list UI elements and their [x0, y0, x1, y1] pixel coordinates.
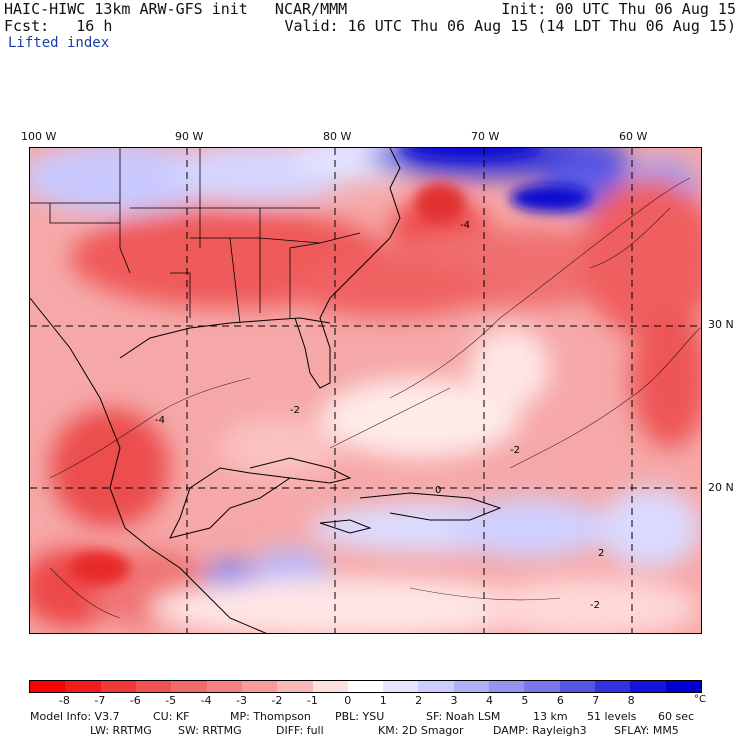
color-scale-tick-label: -8: [58, 694, 70, 707]
color-scale-box: [383, 681, 419, 692]
model-version: Model Info: V3.7: [30, 710, 120, 723]
pbl-scheme: PBL: YSU: [335, 710, 385, 723]
color-scale-box: [30, 681, 66, 692]
color-scale-box: [312, 681, 348, 692]
contours: [49, 177, 701, 619]
color-scale-box: [630, 681, 666, 692]
color-scale-tick-label: 6: [556, 694, 564, 707]
color-scale-box: [171, 681, 207, 692]
microphysics-scheme: MP: Thompson: [230, 710, 311, 723]
color-scale-unit: °C: [694, 694, 706, 705]
color-scale-box: [277, 681, 313, 692]
color-scale-box: [524, 681, 560, 692]
contour-label: -2: [290, 405, 300, 416]
color-scale-tick-label: 1: [379, 694, 387, 707]
contour-label: -4: [460, 220, 470, 231]
color-scale-box: [135, 681, 172, 692]
color-scale-box: [559, 681, 595, 692]
lat-label-30n: 30 N: [708, 318, 734, 331]
color-scale-tick-label: 8: [627, 694, 635, 707]
vertical-levels: 51 levels: [587, 710, 637, 723]
color-scale-tick-label: 0: [344, 694, 352, 707]
color-scale-tick-label: 4: [485, 694, 493, 707]
diffusion-option: DIFF: full: [276, 724, 324, 737]
color-scale-tick-label: -5: [165, 694, 177, 707]
model-info-footer: Model Info: V3.7 CU: KF MP: Thompson PBL…: [30, 710, 710, 738]
color-scale-box: [489, 681, 525, 692]
contour-label: -2: [590, 600, 600, 611]
color-scale-labels: -8 -7 -6 -5 -4 -3 -2 -1 0 1 2 3 4 5 6 7 8: [29, 694, 702, 708]
surface-scheme: SF: Noah LSM: [426, 710, 501, 723]
longwave-scheme: LW: RRTMG: [90, 724, 152, 737]
color-scale-box: [453, 681, 490, 692]
color-scale-tick-label: -3: [236, 694, 247, 707]
color-scale-box: [595, 681, 631, 692]
shortwave-scheme: SW: RRTMG: [178, 724, 242, 737]
color-scale-tick-label: -7: [94, 694, 106, 707]
init-time: Init: 00 UTC Thu 06 Aug 15: [501, 0, 736, 18]
contour-label: 2: [598, 548, 604, 559]
lon-label-70w: 70 W: [471, 130, 500, 143]
forecast-hour: Fcst: 16 h: [4, 17, 113, 35]
damping-option: DAMP: Rayleigh3: [493, 724, 587, 737]
color-scale-tick-label: -6: [129, 694, 141, 707]
color-scale-tick-label: -4: [200, 694, 212, 707]
color-scale-box: [206, 681, 242, 692]
field-shading: [30, 148, 701, 633]
color-scale-box: [241, 681, 278, 692]
lifted-index-map: -4 -4 -2 -2 -2 2 0: [29, 147, 702, 634]
lon-label-100w: 100 W: [21, 130, 57, 143]
contour-label: -4: [155, 415, 165, 426]
surface-layer-scheme: SFLAY: MM5: [614, 724, 679, 737]
lon-label-60w: 60 W: [619, 130, 648, 143]
color-scale-box: [418, 681, 454, 692]
color-scale-tick-label: 5: [521, 694, 529, 707]
map-title: HAIC-HIWC 13km ARW-GFS init NCAR/MMM: [4, 0, 348, 18]
grid-spacing: 13 km: [533, 710, 568, 723]
color-scale-tick-label: -1: [306, 694, 318, 707]
graticule: [30, 148, 701, 633]
time-step: 60 sec: [658, 710, 695, 723]
lat-label-20n: 20 N: [708, 481, 734, 494]
color-scale-bar: [29, 680, 702, 693]
color-scale-box: [65, 681, 101, 692]
map-canvas: -4 -4 -2 -2 -2 2 0: [30, 148, 701, 633]
color-scale-box: [665, 681, 701, 692]
color-scale-tick-label: 3: [450, 694, 458, 707]
contour-label: -2: [510, 445, 520, 456]
color-scale-box: [100, 681, 136, 692]
lon-label-90w: 90 W: [175, 130, 204, 143]
color-scale-tick-label: 7: [592, 694, 600, 707]
km-option: KM: 2D Smagor: [378, 724, 464, 737]
valid-time: Valid: 16 UTC Thu 06 Aug 15 (14 LDT Thu …: [284, 17, 736, 35]
color-scale-box: [347, 681, 384, 692]
state-borders: [30, 148, 361, 324]
contour-label: 0: [435, 485, 441, 496]
color-scale-tick-label: -2: [271, 694, 283, 707]
lon-label-80w: 80 W: [323, 130, 352, 143]
coastlines: [30, 148, 502, 633]
field-name: Lifted index: [8, 35, 110, 51]
cumulus-scheme: CU: KF: [153, 710, 190, 723]
color-scale-tick-label: 2: [415, 694, 423, 707]
